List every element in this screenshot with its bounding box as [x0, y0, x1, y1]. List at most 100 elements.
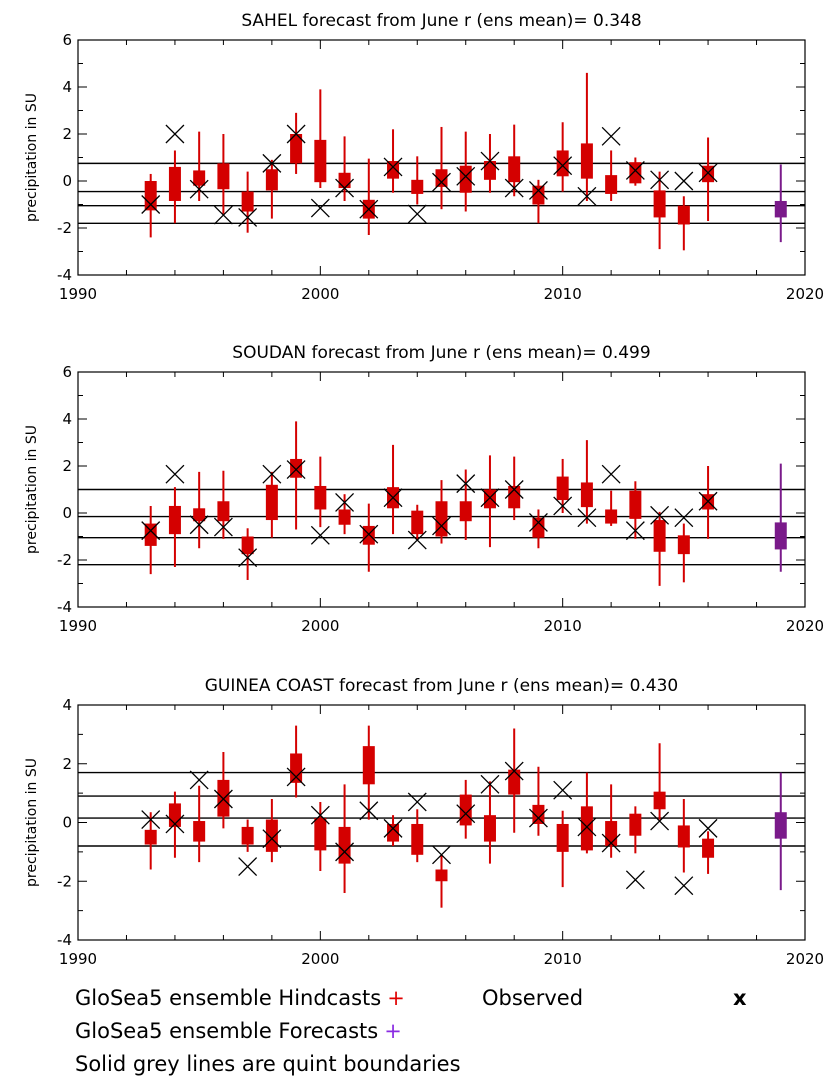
observed-marker — [432, 845, 451, 865]
hindcast-box — [532, 185, 545, 205]
hindcast-box — [532, 517, 545, 538]
observed-marker — [262, 829, 282, 849]
x-tick-label: 1990 — [59, 617, 97, 635]
hindcast-box — [411, 179, 424, 194]
hindcast-box — [605, 509, 618, 524]
legend-forecasts-label: GloSea5 ensemble Forecasts — [75, 1019, 379, 1043]
observed-marker — [577, 508, 597, 528]
observed-marker — [262, 464, 282, 484]
hindcast-box — [556, 823, 569, 852]
hindcast-box — [653, 190, 666, 218]
chart-panel-1: SAHEL forecast from June r (ens mean)= 0… — [24, 11, 824, 303]
hindcast-box — [314, 818, 327, 851]
forecast-box — [774, 812, 787, 839]
y-tick-label: -2 — [57, 551, 72, 569]
observed-marker — [141, 810, 161, 830]
observed-marker — [674, 876, 694, 896]
legend-forecasts: GloSea5 ensemble Forecasts + — [75, 1019, 402, 1043]
observed-marker — [189, 515, 209, 535]
y-tick-label: 4 — [62, 410, 72, 428]
y-tick-label: 6 — [62, 31, 72, 49]
hindcast-box — [435, 169, 448, 187]
hindcast-box — [653, 791, 666, 810]
forecast-box — [774, 200, 787, 218]
observed-marker — [601, 464, 621, 484]
observed-marker — [456, 474, 476, 494]
hindcast-box — [677, 205, 690, 225]
y-tick-label: -2 — [57, 872, 72, 890]
observed-marker — [674, 171, 694, 191]
x-tick-label: 2020 — [786, 285, 824, 303]
hindcast-box — [193, 508, 206, 522]
hindcast-box — [193, 170, 206, 186]
hindcast-box — [168, 505, 181, 535]
hindcast-box — [580, 143, 593, 179]
observed-marker — [553, 156, 573, 176]
y-tick-label: 4 — [62, 78, 72, 96]
hindcast-box — [508, 156, 521, 183]
y-tick-label: 0 — [62, 814, 72, 832]
hindcast-box — [702, 838, 715, 858]
hindcast-box — [435, 501, 448, 537]
hindcast-box — [580, 806, 593, 851]
observed-marker — [577, 186, 597, 206]
y-tick-label: -4 — [57, 266, 72, 284]
observed-marker — [165, 814, 185, 834]
y-tick-label: 0 — [62, 172, 72, 190]
observed-marker — [213, 789, 233, 809]
observed-marker — [359, 801, 379, 821]
observed-marker — [383, 488, 403, 508]
observed-marker — [383, 818, 403, 838]
hindcast-box — [265, 819, 278, 852]
hindcast-box — [265, 169, 278, 191]
hindcast-box — [290, 134, 303, 164]
hindcast-box — [459, 165, 472, 193]
x-tick-label: 2010 — [544, 950, 582, 968]
x-tick-label: 2020 — [786, 950, 824, 968]
hindcast-box — [508, 769, 521, 795]
observed-marker — [238, 548, 258, 568]
hindcast-box — [241, 536, 254, 555]
chart-panel-2: SOUDAN forecast from June r (ens mean)= … — [24, 343, 824, 635]
observed-marker — [407, 530, 427, 550]
observed-marker — [528, 512, 548, 532]
observed-marker — [504, 761, 524, 781]
observed-marker — [601, 833, 621, 853]
y-tick-label: 2 — [62, 755, 72, 773]
y-tick-label: 2 — [62, 125, 72, 143]
hindcast-box — [290, 458, 303, 478]
observed-marker — [213, 205, 233, 225]
y-tick-label: 0 — [62, 504, 72, 522]
x-tick-label: 2000 — [301, 617, 339, 635]
legend-forecasts-marker: + — [384, 1019, 402, 1043]
x-tick-label: 2000 — [301, 285, 339, 303]
hindcast-box — [314, 485, 327, 510]
hindcast-box — [653, 520, 666, 552]
observed-marker — [504, 480, 524, 499]
observed-marker — [262, 153, 282, 173]
y-axis-label: precipitation in SU — [24, 93, 40, 222]
hindcast-box — [290, 753, 303, 783]
observed-marker — [310, 805, 330, 825]
observed-marker — [504, 178, 524, 198]
y-tick-label: -4 — [57, 598, 72, 616]
hindcast-box — [508, 485, 521, 509]
observed-marker — [141, 521, 161, 541]
hindcast-box — [217, 501, 230, 522]
hindcast-box — [556, 476, 569, 501]
legend-observed-marker: x — [733, 986, 747, 1010]
observed-marker — [383, 157, 403, 177]
x-tick-label: 1990 — [59, 950, 97, 968]
observed-marker — [553, 496, 573, 516]
legend-hindcasts-label: GloSea5 ensemble Hindcasts — [75, 986, 382, 1010]
observed-marker — [528, 180, 548, 200]
observed-marker — [698, 163, 718, 183]
observed-marker — [432, 172, 451, 192]
observed-marker — [625, 870, 645, 890]
hindcast-box — [605, 175, 618, 194]
chart-panel-3: GUINEA COAST forecast from June r (ens m… — [24, 676, 824, 968]
hindcast-box — [459, 794, 472, 826]
hindcast-box — [362, 525, 375, 545]
observed-marker — [650, 505, 670, 525]
